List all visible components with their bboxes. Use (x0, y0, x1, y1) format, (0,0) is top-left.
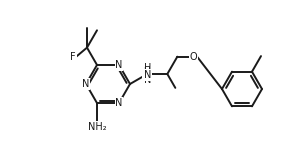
Text: F: F (70, 52, 76, 62)
Text: N: N (144, 70, 151, 80)
Text: NH₂: NH₂ (88, 122, 106, 132)
Text: O: O (189, 52, 197, 62)
Text: H
N: H N (144, 63, 151, 85)
Text: N: N (115, 98, 123, 108)
Text: N: N (82, 79, 90, 89)
Text: N: N (115, 60, 123, 70)
Text: H: H (143, 66, 150, 75)
